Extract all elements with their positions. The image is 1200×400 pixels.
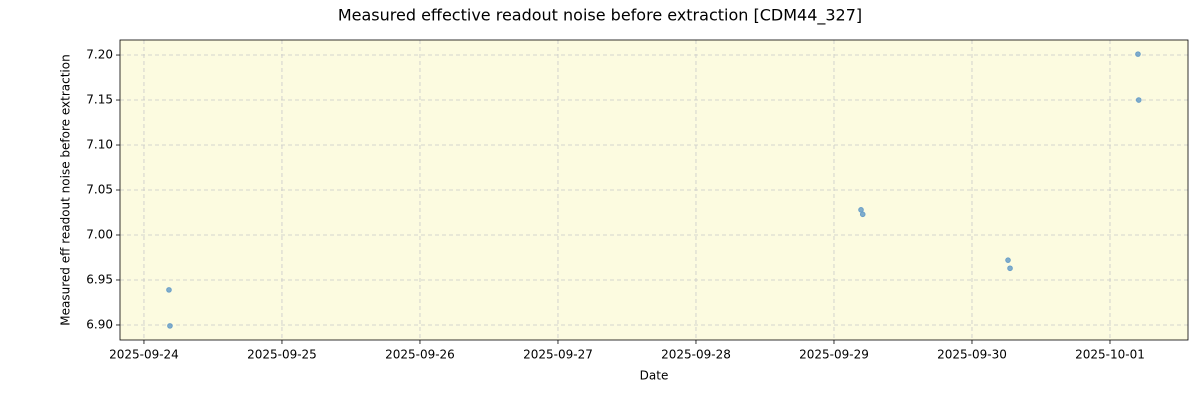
x-tick-label: 2025-10-01 bbox=[1075, 348, 1145, 362]
y-tick-label: 7.20 bbox=[86, 48, 113, 62]
point bbox=[859, 211, 866, 218]
y-tick-label: 7.05 bbox=[86, 183, 113, 197]
y-tick-label: 7.00 bbox=[86, 227, 113, 241]
y-tick-label: 7.10 bbox=[86, 138, 113, 152]
x-tick-label: 2025-09-29 bbox=[799, 348, 869, 362]
point bbox=[166, 287, 172, 293]
y-tick-label: 6.95 bbox=[86, 272, 113, 286]
point bbox=[1007, 265, 1013, 272]
x-tick-label: 2025-09-27 bbox=[523, 348, 593, 362]
x-axis-label: Date bbox=[640, 369, 669, 383]
x-tick-label: 2025-09-30 bbox=[937, 348, 1007, 362]
point bbox=[1005, 257, 1011, 263]
x-tick-label: 2025-09-24 bbox=[109, 348, 179, 362]
point bbox=[1135, 51, 1141, 57]
point bbox=[858, 206, 864, 213]
x-tick-label: 2025-09-28 bbox=[661, 348, 731, 362]
chart-title: Measured effective readout noise before … bbox=[338, 6, 862, 26]
point bbox=[167, 323, 173, 329]
point bbox=[1135, 97, 1142, 103]
x-tick-label: 2025-09-26 bbox=[385, 348, 455, 362]
y-tick-label: 6.90 bbox=[86, 317, 113, 331]
y-tick-label: 7.15 bbox=[86, 93, 113, 107]
x-tick-label: 2025-09-25 bbox=[247, 348, 317, 362]
plot-frame bbox=[119, 39, 1189, 341]
y-axis-label: Measured eff readout noise before extrac… bbox=[59, 54, 73, 325]
